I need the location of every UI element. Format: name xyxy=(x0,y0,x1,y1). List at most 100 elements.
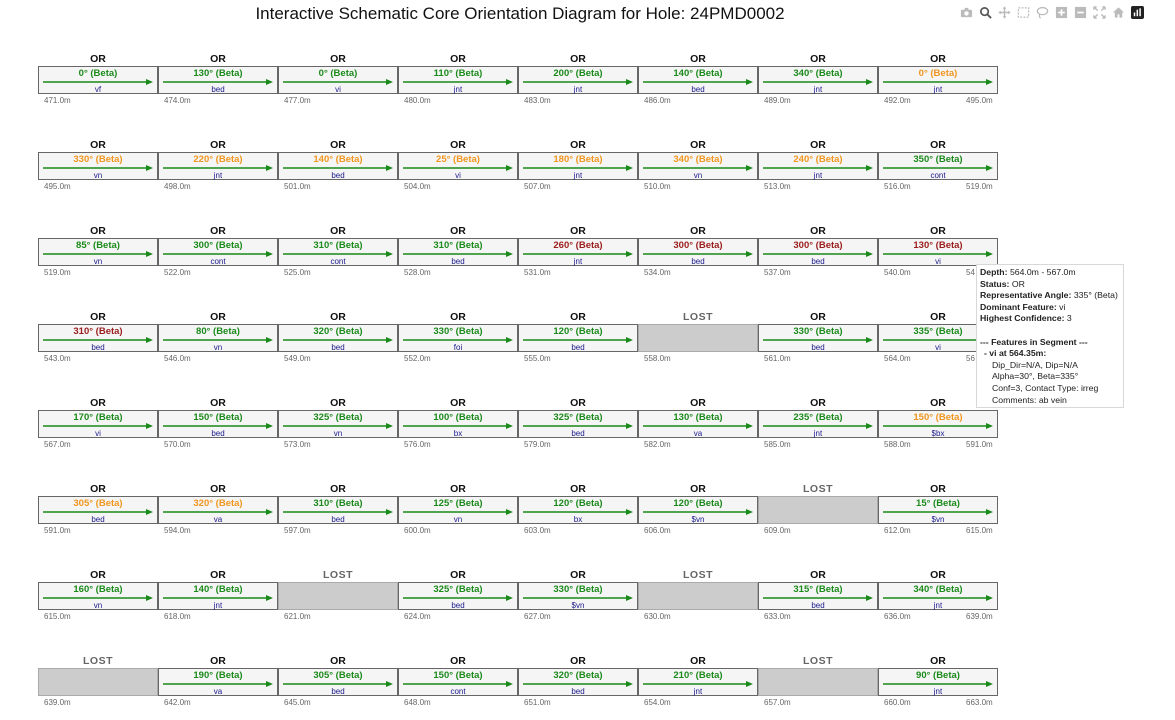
core-segment[interactable]: OR 0° (Beta) vf 471.0m xyxy=(38,53,158,105)
core-segment[interactable]: OR 210° (Beta) jnt 654.0m xyxy=(638,655,758,707)
core-segment[interactable]: OR 100° (Beta) bx 576.0m xyxy=(398,397,518,449)
segment-box[interactable]: 200° (Beta) jnt xyxy=(518,66,638,94)
segment-box[interactable]: 160° (Beta) vn xyxy=(38,582,158,610)
segment-box[interactable]: 120° (Beta) $vn xyxy=(638,496,758,524)
lost-core-box[interactable] xyxy=(278,582,398,610)
core-segment[interactable]: OR 0° (Beta) jnt 492.0m xyxy=(878,53,998,105)
core-segment[interactable]: OR 120° (Beta) bed 555.0m xyxy=(518,311,638,363)
core-segment[interactable]: OR 130° (Beta) vi 540.0m xyxy=(878,225,998,277)
segment-box[interactable]: 315° (Beta) bed xyxy=(758,582,878,610)
segment-box[interactable]: 300° (Beta) cont xyxy=(158,238,278,266)
core-segment[interactable]: OR 220° (Beta) jnt 498.0m xyxy=(158,139,278,191)
autoscale-icon[interactable] xyxy=(1091,4,1107,20)
segment-box[interactable]: 310° (Beta) bed xyxy=(38,324,158,352)
segment-box[interactable]: 100° (Beta) bx xyxy=(398,410,518,438)
segment-box[interactable]: 330° (Beta) bed xyxy=(758,324,878,352)
core-segment[interactable]: OR 110° (Beta) jnt 480.0m xyxy=(398,53,518,105)
segment-box[interactable]: 150° (Beta) cont xyxy=(398,668,518,696)
core-segment[interactable]: OR 325° (Beta) vn 573.0m xyxy=(278,397,398,449)
segment-box[interactable]: 15° (Beta) $vn xyxy=(878,496,998,524)
core-segment[interactable]: OR 350° (Beta) cont 516.0m xyxy=(878,139,998,191)
core-segment[interactable]: OR 260° (Beta) jnt 531.0m xyxy=(518,225,638,277)
segment-box[interactable]: 320° (Beta) bed xyxy=(278,324,398,352)
core-segment[interactable]: OR 200° (Beta) jnt 483.0m xyxy=(518,53,638,105)
segment-box[interactable]: 140° (Beta) bed xyxy=(638,66,758,94)
core-segment[interactable]: OR 300° (Beta) cont 522.0m xyxy=(158,225,278,277)
segment-box[interactable]: 310° (Beta) bed xyxy=(398,238,518,266)
core-segment[interactable]: OR 140° (Beta) jnt 618.0m xyxy=(158,569,278,621)
reset-axes-icon[interactable] xyxy=(1110,4,1126,20)
core-segment[interactable]: OR 300° (Beta) bed 534.0m xyxy=(638,225,758,277)
segment-box[interactable]: 340° (Beta) jnt xyxy=(758,66,878,94)
zoom-icon[interactable] xyxy=(977,4,993,20)
core-segment[interactable]: OR 330° (Beta) vn 495.0m xyxy=(38,139,158,191)
core-segment[interactable]: OR 310° (Beta) bed 597.0m xyxy=(278,483,398,535)
core-segment[interactable]: OR 160° (Beta) vn 615.0m xyxy=(38,569,158,621)
segment-box[interactable]: 0° (Beta) vi xyxy=(278,66,398,94)
zoom-out-icon[interactable] xyxy=(1072,4,1088,20)
core-segment[interactable]: OR 140° (Beta) bed 486.0m xyxy=(638,53,758,105)
core-segment[interactable]: OR 305° (Beta) bed 591.0m xyxy=(38,483,158,535)
lost-core-box[interactable] xyxy=(638,582,758,610)
lost-core-box[interactable] xyxy=(38,668,158,696)
lost-core-box[interactable] xyxy=(758,496,878,524)
segment-box[interactable]: 330° (Beta) foi xyxy=(398,324,518,352)
core-segment[interactable]: OR 320° (Beta) bed 651.0m xyxy=(518,655,638,707)
segment-box[interactable]: 0° (Beta) vf xyxy=(38,66,158,94)
core-segment[interactable]: OR 340° (Beta) jnt 489.0m xyxy=(758,53,878,105)
lost-core-box[interactable] xyxy=(758,668,878,696)
core-segment-lost[interactable]: LOST 609.0m xyxy=(758,483,878,535)
segment-box[interactable]: 320° (Beta) bed xyxy=(518,668,638,696)
segment-box[interactable]: 260° (Beta) jnt xyxy=(518,238,638,266)
lost-core-box[interactable] xyxy=(638,324,758,352)
segment-box[interactable]: 310° (Beta) cont xyxy=(278,238,398,266)
plotly-logo-icon[interactable] xyxy=(1129,4,1145,20)
core-segment[interactable]: OR 130° (Beta) va 582.0m xyxy=(638,397,758,449)
core-segment[interactable]: OR 330° (Beta) $vn 627.0m xyxy=(518,569,638,621)
core-segment[interactable]: OR 90° (Beta) jnt 660.0m xyxy=(878,655,998,707)
segment-box[interactable]: 320° (Beta) va xyxy=(158,496,278,524)
core-segment[interactable]: OR 325° (Beta) bed 579.0m xyxy=(518,397,638,449)
segment-box[interactable]: 140° (Beta) bed xyxy=(278,152,398,180)
core-segment[interactable]: OR 330° (Beta) foi 552.0m xyxy=(398,311,518,363)
core-segment-lost[interactable]: LOST 558.0m xyxy=(638,311,758,363)
segment-box[interactable]: 300° (Beta) bed xyxy=(638,238,758,266)
segment-box[interactable]: 330° (Beta) vn xyxy=(38,152,158,180)
segment-box[interactable]: 110° (Beta) jnt xyxy=(398,66,518,94)
core-segment-lost[interactable]: LOST 639.0m xyxy=(38,655,158,707)
segment-box[interactable]: 0° (Beta) jnt xyxy=(878,66,998,94)
core-segment[interactable]: OR 310° (Beta) cont 525.0m xyxy=(278,225,398,277)
segment-box[interactable]: 330° (Beta) $vn xyxy=(518,582,638,610)
segment-box[interactable]: 120° (Beta) bx xyxy=(518,496,638,524)
core-segment[interactable]: OR 170° (Beta) vi 567.0m xyxy=(38,397,158,449)
core-segment[interactable]: OR 125° (Beta) vn 600.0m xyxy=(398,483,518,535)
core-segment[interactable]: OR 25° (Beta) vi 504.0m xyxy=(398,139,518,191)
core-segment[interactable]: OR 330° (Beta) bed 561.0m xyxy=(758,311,878,363)
core-segment[interactable]: OR 310° (Beta) bed 543.0m xyxy=(38,311,158,363)
segment-box[interactable]: 235° (Beta) jnt xyxy=(758,410,878,438)
segment-box[interactable]: 190° (Beta) va xyxy=(158,668,278,696)
segment-box[interactable]: 340° (Beta) vn xyxy=(638,152,758,180)
segment-box[interactable]: 85° (Beta) vn xyxy=(38,238,158,266)
core-segment[interactable]: OR 320° (Beta) va 594.0m xyxy=(158,483,278,535)
core-segment[interactable]: OR 325° (Beta) bed 624.0m xyxy=(398,569,518,621)
segment-box[interactable]: 90° (Beta) jnt xyxy=(878,668,998,696)
segment-box[interactable]: 210° (Beta) jnt xyxy=(638,668,758,696)
segment-box[interactable]: 300° (Beta) bed xyxy=(758,238,878,266)
segment-box[interactable]: 325° (Beta) vn xyxy=(278,410,398,438)
core-segment[interactable]: OR 315° (Beta) bed 633.0m xyxy=(758,569,878,621)
core-segment[interactable]: OR 180° (Beta) jnt 507.0m xyxy=(518,139,638,191)
segment-box[interactable]: 180° (Beta) jnt xyxy=(518,152,638,180)
segment-box[interactable]: 140° (Beta) jnt xyxy=(158,582,278,610)
core-segment[interactable]: OR 15° (Beta) $vn 612.0m xyxy=(878,483,998,535)
core-segment[interactable]: OR 120° (Beta) $vn 606.0m xyxy=(638,483,758,535)
core-segment[interactable]: OR 130° (Beta) bed 474.0m xyxy=(158,53,278,105)
segment-box[interactable]: 170° (Beta) vi xyxy=(38,410,158,438)
core-segment[interactable]: OR 305° (Beta) bed 645.0m xyxy=(278,655,398,707)
core-segment[interactable]: OR 140° (Beta) bed 501.0m xyxy=(278,139,398,191)
core-segment-lost[interactable]: LOST 657.0m xyxy=(758,655,878,707)
segment-box[interactable]: 130° (Beta) va xyxy=(638,410,758,438)
segment-box[interactable]: 150° (Beta) bed xyxy=(158,410,278,438)
core-segment[interactable]: OR 150° (Beta) cont 648.0m xyxy=(398,655,518,707)
core-segment-lost[interactable]: LOST 630.0m xyxy=(638,569,758,621)
